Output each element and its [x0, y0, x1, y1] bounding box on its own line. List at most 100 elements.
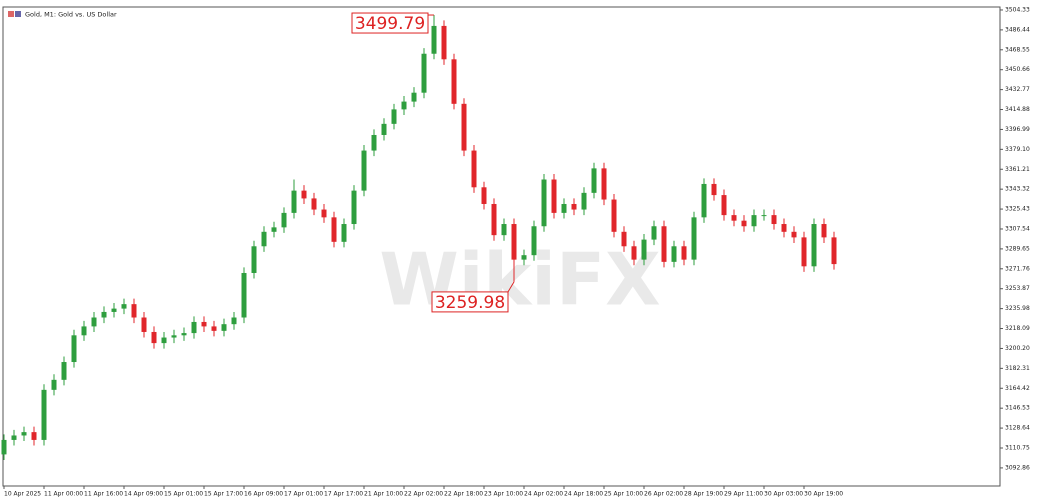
candle-body: [401, 101, 407, 110]
candle-body: [321, 209, 327, 218]
candle-body: [11, 435, 17, 440]
candle-body: [411, 92, 417, 102]
candle-body: [531, 226, 537, 256]
y-tick-label: 3325.43: [1005, 206, 1030, 213]
candle-body: [121, 304, 127, 309]
y-tick-label: 3146.53: [1005, 405, 1030, 412]
candle-body: [271, 227, 277, 232]
x-tick-label: 30 Apr 03:00: [764, 491, 803, 498]
candle-body: [31, 432, 37, 440]
y-tick-label: 3200.20: [1005, 345, 1030, 352]
candle-body: [181, 333, 187, 336]
watermark: WikiFX: [379, 238, 660, 322]
candle-body: [1, 439, 7, 455]
chart-title: Gold, M1: Gold vs. US Dollar: [25, 11, 117, 19]
candle-body: [451, 59, 457, 104]
candle-body: [431, 25, 437, 54]
candle-body: [681, 246, 687, 260]
candle-body: [161, 337, 167, 344]
candle-body: [21, 432, 27, 436]
y-tick-label: 3289.65: [1005, 245, 1030, 252]
candle-body: [261, 231, 267, 247]
x-tick-label: 28 Apr 19:00: [684, 491, 723, 498]
x-tick-label: 15 Apr 17:00: [204, 491, 243, 498]
candle-body: [471, 150, 477, 188]
candle-body: [651, 226, 657, 240]
candle-body: [511, 224, 517, 260]
candle-body: [331, 217, 337, 242]
x-tick-label: 29 Apr 11:00: [724, 491, 763, 498]
y-tick-label: 3218.09: [1005, 325, 1030, 332]
candle-body: [811, 224, 817, 267]
candle-body: [631, 246, 637, 260]
candle-body: [831, 237, 837, 265]
candle-body: [231, 317, 237, 325]
candle-body: [301, 190, 307, 199]
x-tick-label: 26 Apr 02:00: [644, 491, 683, 498]
candle-body: [351, 190, 357, 225]
candle-body: [381, 123, 387, 135]
y-tick-label: 3092.86: [1005, 464, 1030, 471]
candle-body: [481, 187, 487, 204]
y-tick-label: 3271.76: [1005, 265, 1030, 272]
y-tick-label: 3110.75: [1005, 444, 1030, 451]
icon: [8, 11, 14, 17]
candle-body: [441, 25, 447, 60]
y-tick-label: 3432.77: [1005, 86, 1030, 93]
y-tick-label: 3307.54: [1005, 225, 1030, 232]
x-tick-label: 25 Apr 10:00: [604, 491, 643, 498]
y-tick-label: 3343.32: [1005, 186, 1030, 193]
annotation-box: [431, 291, 509, 313]
candle-body: [171, 335, 177, 338]
y-tick-label: 3468.55: [1005, 46, 1030, 53]
x-tick-label: 10 Apr 2025: [4, 491, 41, 498]
annotation-box: [351, 12, 429, 34]
candle-body: [71, 335, 77, 363]
candle-body: [551, 179, 557, 213]
x-tick-label: 21 Apr 10:00: [364, 491, 403, 498]
candle-body: [251, 246, 257, 273]
candle-body: [281, 212, 287, 228]
candle-body: [81, 326, 87, 336]
annotation-label: 3259.98: [435, 293, 505, 313]
y-tick-label: 3450.66: [1005, 66, 1030, 73]
candle-body: [341, 224, 347, 242]
candle-body: [761, 215, 767, 217]
candle-body: [51, 379, 57, 390]
x-tick-label: 23 Apr 10:00: [484, 491, 523, 498]
candle-body: [771, 215, 777, 225]
candle-body: [611, 199, 617, 232]
x-tick-label: 30 Apr 19:00: [804, 491, 843, 498]
candle-body: [581, 192, 587, 210]
candle-body: [691, 217, 697, 260]
annotation-leader: [507, 281, 515, 293]
x-tick-label: 17 Apr 17:00: [324, 491, 363, 498]
candle-body: [501, 224, 507, 236]
candle-body: [41, 389, 47, 440]
x-tick-label: 11 Apr 16:00: [84, 491, 123, 498]
candle-body: [421, 53, 427, 93]
candle-body: [601, 168, 607, 200]
x-tick-label: 15 Apr 01:00: [164, 491, 203, 498]
candle-body: [111, 308, 117, 312]
x-tick-label: 24 Apr 18:00: [564, 491, 603, 498]
candle-body: [141, 317, 147, 332]
candle-body: [361, 150, 367, 191]
candle-body: [571, 203, 577, 210]
y-tick-label: 3164.42: [1005, 385, 1030, 392]
annotation-label: 3499.79: [355, 14, 425, 34]
candle-body: [561, 203, 567, 213]
candle-body: [661, 226, 667, 262]
candle-body: [721, 195, 727, 216]
candle-body: [461, 103, 467, 151]
candle-body: [201, 321, 207, 327]
y-tick-label: 3253.87: [1005, 285, 1030, 292]
candle-body: [391, 109, 397, 124]
candle-body: [591, 168, 597, 193]
candle-body: [211, 326, 217, 331]
x-tick-label: 16 Apr 09:00: [244, 491, 283, 498]
candle-body: [731, 215, 737, 221]
candle-body: [151, 331, 157, 344]
x-tick-label: 22 Apr 02:00: [404, 491, 443, 498]
